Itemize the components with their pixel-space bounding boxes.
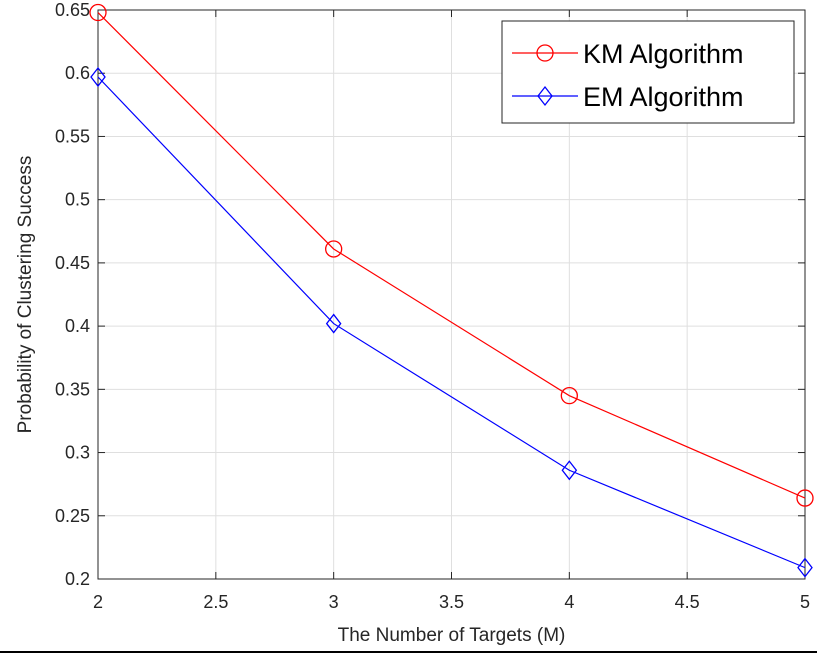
- series-1: [89, 3, 814, 507]
- series-2: [90, 66, 813, 578]
- x-axis-ticks: 2 2.5 3 3.5 4 4.5 5: [93, 10, 810, 612]
- data-point-diamond: [561, 460, 578, 481]
- x-tick-label: 4: [564, 592, 574, 612]
- series-line: [97, 76, 806, 569]
- x-tick-label: 5: [800, 592, 810, 612]
- y-tick-label: 0.6: [65, 63, 90, 83]
- series: [89, 3, 814, 578]
- y-tick-label: 0.55: [55, 126, 90, 146]
- y-tick-label: 0.65: [55, 0, 90, 20]
- data-point-diamond: [797, 557, 813, 578]
- legend: KM Algorithm EM Algorithm: [501, 20, 795, 124]
- y-tick-label: 0.35: [55, 379, 90, 399]
- legend-marker-circle: [536, 44, 554, 62]
- y-tick-label: 0.25: [55, 506, 90, 526]
- x-tick-label: 3: [329, 592, 339, 612]
- y-tick-label: 0.2: [65, 569, 90, 589]
- y-tick-label: 0.4: [65, 316, 90, 336]
- data-point-circle: [89, 3, 107, 22]
- legend-box: [501, 20, 795, 124]
- x-tick-label: 3.5: [439, 592, 464, 612]
- legend-entry-2: EM Algorithm: [512, 82, 744, 112]
- y-axis-label: Probability of Clustering Success: [15, 156, 36, 434]
- data-point-diamond: [90, 66, 106, 88]
- x-axis-label: The Number of Targets (M): [338, 625, 566, 646]
- y-tick-label: 0.45: [55, 253, 90, 273]
- x-tick-label: 2.5: [203, 592, 228, 612]
- x-tick-label: 2: [93, 592, 103, 612]
- legend-label: KM Algorithm: [583, 39, 744, 69]
- x-tick-label: 4.5: [675, 592, 700, 612]
- legend-entry-1: KM Algorithm: [512, 39, 744, 69]
- data-point-diamond: [325, 313, 342, 334]
- data-point-circle: [560, 387, 578, 405]
- data-point-circle: [796, 489, 814, 507]
- legend-label: EM Algorithm: [583, 82, 744, 112]
- y-tick-label: 0.3: [65, 443, 90, 463]
- y-axis-ticks: 0.2 0.25 0.3 0.35 0.4 0.45 0.5 0.55 0.6 0.65: [55, 0, 805, 589]
- legend-marker-diamond: [537, 85, 553, 107]
- y-tick-label: 0.5: [65, 190, 90, 210]
- data-point-circle: [325, 240, 343, 258]
- series-line: [97, 12, 806, 499]
